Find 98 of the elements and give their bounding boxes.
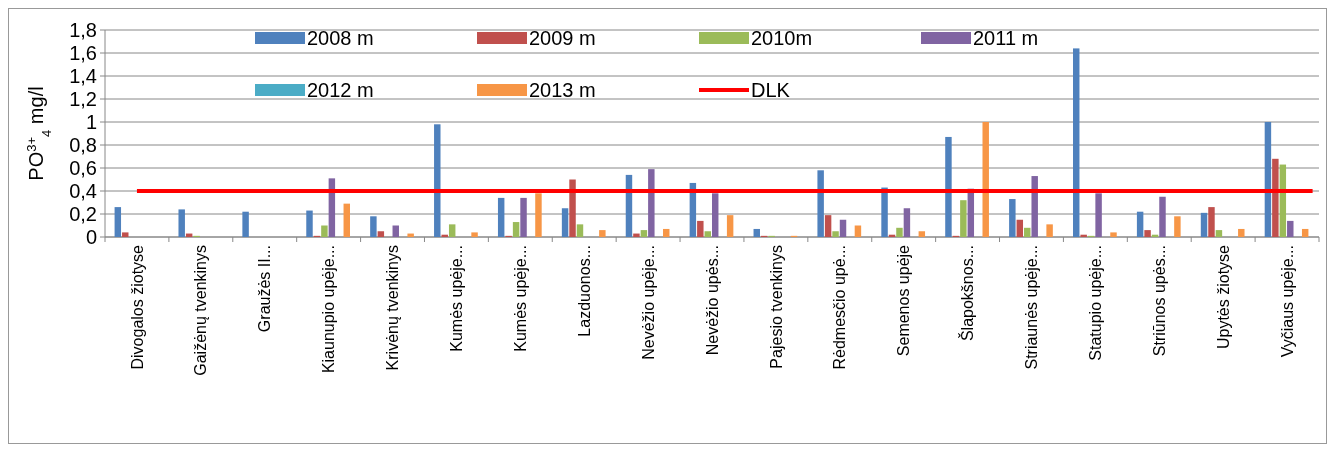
legend-label: DLK — [751, 79, 791, 101]
bar — [726, 215, 734, 237]
legend-label: 2013 m — [529, 79, 596, 101]
bar — [918, 231, 926, 237]
legend-label: 2012 m — [307, 79, 374, 101]
bar — [306, 210, 313, 237]
bar — [497, 197, 505, 237]
bar — [712, 193, 719, 237]
bar — [242, 211, 249, 237]
bar — [1208, 207, 1215, 237]
y-tick-label: 1 — [85, 111, 97, 133]
bar — [839, 219, 847, 237]
bar — [824, 215, 832, 237]
x-tick-label: Striaunės upėje... — [1023, 245, 1041, 370]
bar — [114, 207, 122, 237]
y-tick-label: 0,8 — [69, 134, 97, 156]
x-tick-label: Divogalos žiotyse — [128, 244, 146, 370]
y-tick-label: 1,8 — [69, 19, 97, 41]
y-tick-label: 0 — [85, 226, 97, 248]
bar — [599, 230, 606, 237]
bar — [520, 197, 527, 237]
x-tick-label: Rėdmesčio upė... — [831, 245, 849, 370]
x-tick-label: Nevėžio upėje... — [639, 245, 657, 360]
bar — [448, 224, 456, 237]
bar — [1215, 230, 1223, 237]
x-tick-label: Vyčiaus upėje... — [1278, 245, 1296, 358]
bar — [1301, 228, 1309, 237]
x-tick-label: Statupio upėje... — [1086, 245, 1104, 361]
bar — [1264, 122, 1272, 237]
legend-label: 2009 m — [529, 27, 596, 49]
bar — [1174, 216, 1181, 237]
bar — [896, 227, 903, 237]
bar — [370, 216, 377, 237]
bar — [903, 208, 911, 237]
x-tick-label: Upytės žiotyse — [1214, 244, 1232, 350]
bar — [512, 222, 520, 237]
x-tick-label: Pajesio tvenkinys — [767, 245, 785, 369]
bar — [1272, 158, 1279, 237]
legend-label: 2011 m — [973, 27, 1039, 49]
bar — [1110, 232, 1117, 237]
bar — [881, 187, 888, 237]
x-tick-label: Kumės upėje... — [511, 245, 529, 352]
bar — [1136, 211, 1144, 237]
bar — [663, 228, 670, 237]
bar — [1009, 199, 1016, 237]
bar — [377, 231, 385, 237]
bar — [471, 232, 478, 237]
y-tick-label: 0,4 — [69, 180, 97, 202]
bar — [704, 231, 711, 237]
y-tick-label: 1,2 — [69, 88, 97, 110]
x-tick-label: Striūnos upės... — [1150, 245, 1168, 357]
bar — [753, 228, 760, 237]
bar — [697, 220, 704, 237]
bar — [1031, 176, 1038, 237]
bar — [576, 224, 584, 237]
y-tick-label: 1,6 — [69, 42, 97, 64]
bar — [1238, 228, 1245, 237]
bar — [1144, 230, 1151, 237]
x-tick-label: Kiaunupio upėje... — [320, 245, 338, 374]
legend-label: 2010m — [751, 27, 813, 49]
y-tick-label: 0,6 — [69, 157, 97, 179]
x-tick-label: Semenos upėje — [895, 244, 913, 357]
legend-label: 2008 m — [307, 27, 374, 49]
bar — [1046, 224, 1053, 237]
bar — [1287, 220, 1294, 237]
x-tick-label: Krivėnų tvenkinys — [384, 245, 402, 371]
bar — [640, 230, 648, 237]
bar — [321, 225, 328, 237]
bar — [1016, 219, 1024, 237]
bar — [817, 170, 824, 237]
bar — [407, 233, 414, 237]
bar — [633, 233, 640, 237]
bar — [982, 122, 989, 237]
bar — [1200, 212, 1208, 237]
bar — [1095, 193, 1102, 237]
bar — [561, 208, 569, 237]
bar — [1080, 234, 1087, 237]
x-tick-label: Lazduonos... — [575, 245, 593, 337]
bar — [1073, 48, 1080, 237]
bar — [434, 124, 441, 237]
bar — [832, 231, 839, 237]
x-tick-label: Graužės II... — [256, 245, 274, 333]
y-tick-label: 0,2 — [69, 203, 97, 225]
x-tick-label: Šlapokšnos... — [958, 245, 977, 342]
bar — [1159, 196, 1166, 237]
bar — [960, 200, 967, 237]
bar — [569, 179, 576, 237]
bar — [648, 169, 655, 237]
x-tick-label: Kumės upėje... — [448, 245, 466, 352]
x-tick-label: Gaižėnų tvenkinys — [192, 245, 210, 376]
bar — [1024, 227, 1031, 237]
bar — [343, 203, 350, 237]
bar — [945, 136, 952, 237]
bar — [122, 232, 129, 237]
x-tick-label: Nevėžio upės... — [703, 245, 721, 356]
bar — [535, 193, 542, 237]
bar — [178, 209, 185, 237]
y-tick-label: 1,4 — [69, 65, 97, 87]
